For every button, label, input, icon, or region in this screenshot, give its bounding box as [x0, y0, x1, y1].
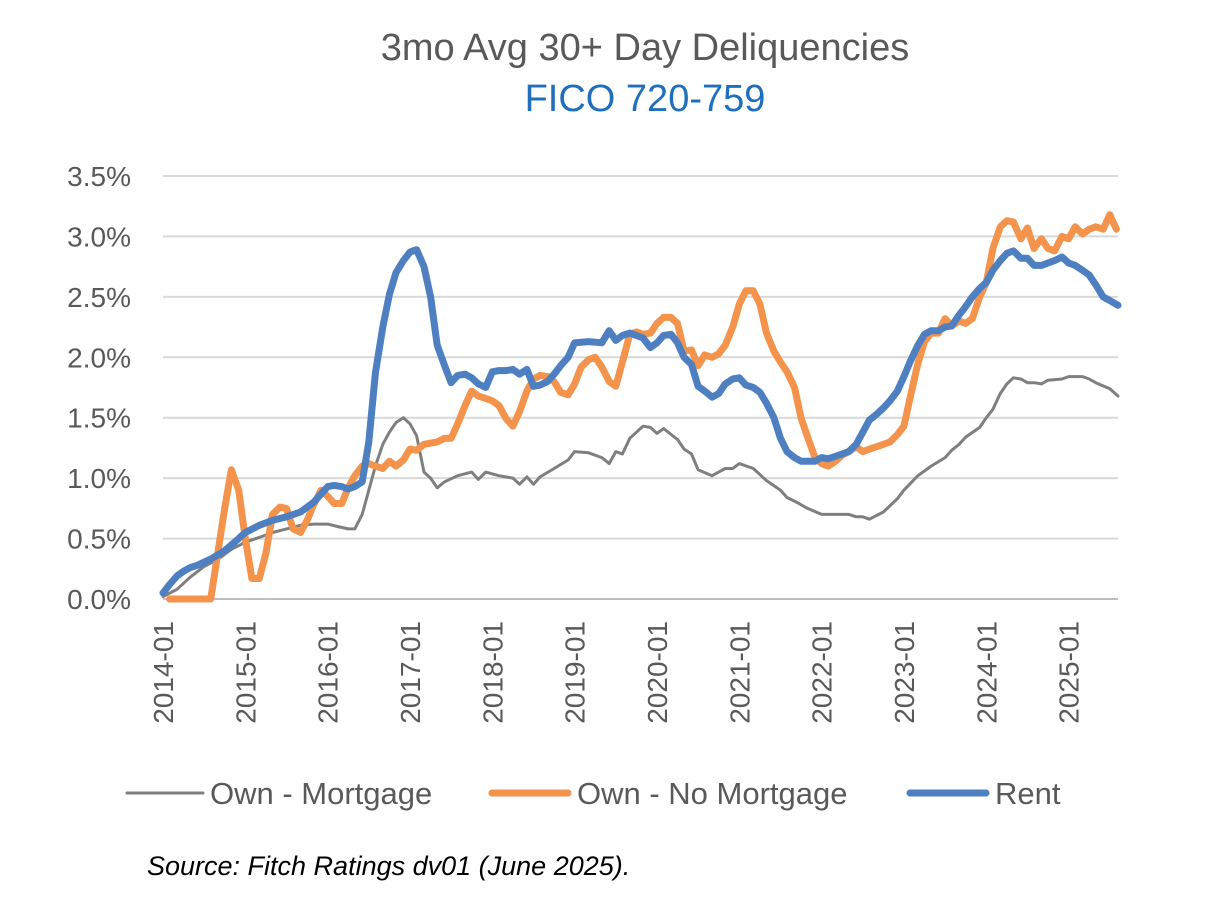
- y-tick-label: 3.0%: [67, 221, 131, 252]
- y-tick-label: 1.5%: [67, 403, 131, 434]
- legend-label: Own - Mortgage: [210, 776, 432, 811]
- x-tick-label: 2021-01: [724, 621, 755, 724]
- x-tick-label: 2017-01: [395, 621, 426, 724]
- x-tick-label: 2015-01: [230, 621, 261, 724]
- x-tick-label: 2023-01: [889, 621, 920, 724]
- source-note: Source: Fitch Ratings dv01 (June 2025).: [147, 851, 630, 881]
- series-lines: [159, 211, 1122, 603]
- x-tick-label: 2016-01: [313, 621, 344, 724]
- y-tick-label: 1.0%: [67, 463, 131, 494]
- series-line-own-mortgage: [161, 375, 1120, 599]
- legend-label: Rent: [995, 776, 1061, 811]
- x-axis-tick-labels: 2014-01 2015-01 2016-01 2017-01 2018-01 2019-…: [148, 621, 1085, 724]
- x-tick-label: 2019-01: [560, 621, 591, 724]
- series-line-own-no-mortgage: [166, 211, 1120, 603]
- chart-subtitle: FICO 720-759: [525, 78, 766, 120]
- y-tick-label: 2.5%: [67, 282, 131, 313]
- y-tick-label: 0.0%: [67, 584, 131, 615]
- legend: Own - Mortgage Own - No Mortgage Rent: [125, 776, 1061, 811]
- x-tick-label: 2025-01: [1054, 621, 1085, 724]
- x-tick-label: 2018-01: [477, 621, 508, 724]
- y-axis-tick-labels: 0.0% 0.5% 1.0% 1.5% 2.0% 2.5% 3.0% 3.5%: [67, 161, 131, 615]
- legend-label: Own - No Mortgage: [577, 776, 848, 811]
- x-tick-label: 2024-01: [971, 621, 1002, 724]
- series-line-rent: [159, 246, 1122, 597]
- y-tick-label: 2.0%: [67, 342, 131, 373]
- y-tick-label: 0.5%: [67, 524, 131, 555]
- gridlines: [163, 175, 1118, 540]
- x-tick-label: 2020-01: [642, 621, 673, 724]
- y-tick-label: 3.5%: [67, 161, 131, 192]
- x-tick-label: 2014-01: [148, 621, 179, 724]
- x-tick-label: 2022-01: [807, 621, 838, 724]
- chart-title: 3mo Avg 30+ Day Deliquencies: [381, 27, 909, 69]
